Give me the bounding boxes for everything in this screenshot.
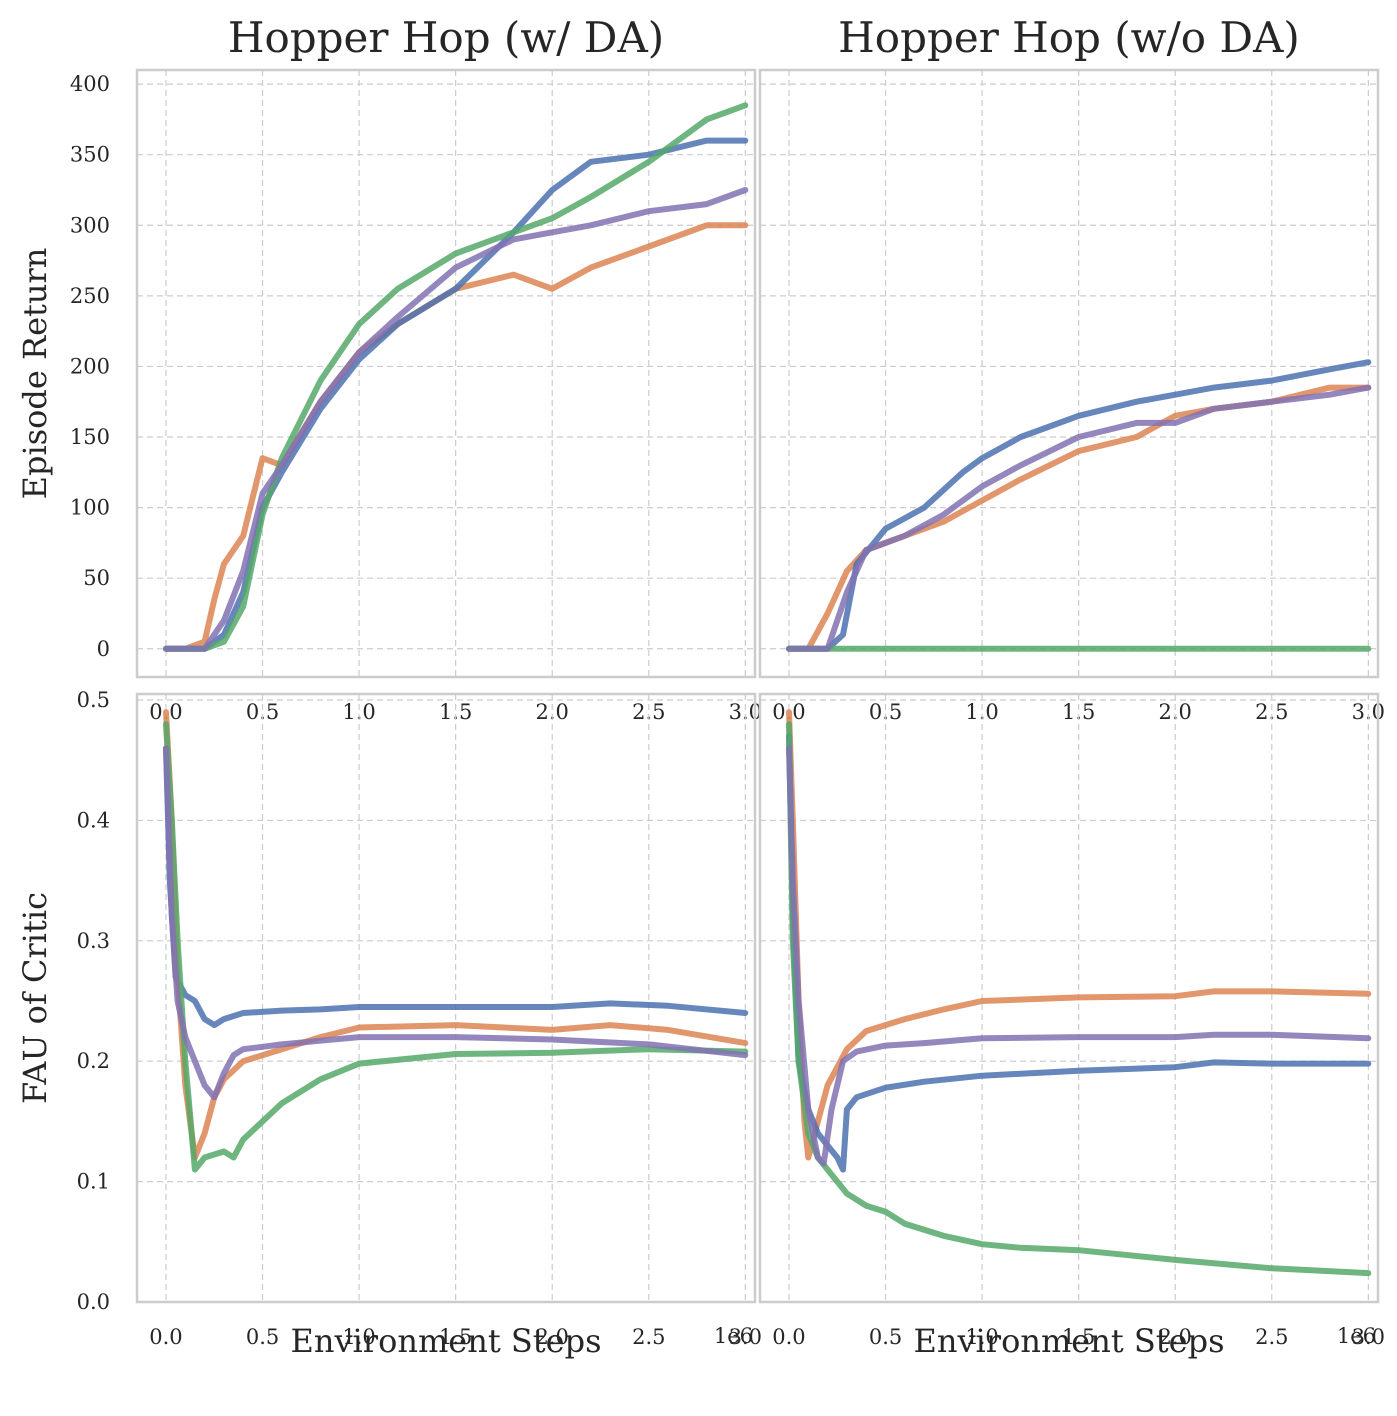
y-tick-label: 150	[70, 425, 110, 449]
x-axis-label: Environment Steps	[914, 1322, 1225, 1360]
y-tick-label: 300	[70, 213, 110, 237]
panel-fau-with-da: 0.0 0.1 0.2 0.3 0.4 0.5 0.0 0.5 1.0 1.5 2.0 2.5 3.0 F…	[16, 688, 762, 1360]
x-offset-label: 1e6	[714, 1324, 753, 1348]
x-tick-label: 1.0	[342, 700, 375, 724]
x-tick-label: 2.0	[1159, 700, 1192, 724]
panel-fau-without-da: 0.0 0.5 1.0 1.5 2.0 2.5 3.0 Environment Steps 1e…	[758, 692, 1385, 1360]
y-tick-label: 0.0	[77, 1290, 110, 1314]
series-line-blue	[163, 137, 749, 652]
y-axis-label: Episode Return	[16, 248, 54, 500]
x-tick-label: 0.5	[869, 700, 902, 724]
x-tick-label: 0.5	[246, 1325, 279, 1349]
x-tick-label: 3.0	[729, 700, 762, 724]
y-tick-label: 0.2	[77, 1049, 110, 1073]
x-tick-label: 2.0	[536, 700, 569, 724]
plot-frame	[758, 692, 1380, 1304]
plot-frame	[135, 68, 757, 679]
y-tick-label: 0.3	[77, 929, 110, 953]
x-axis-label: Environment Steps	[291, 1322, 602, 1360]
x-offset-label: 1e6	[1337, 1324, 1376, 1348]
x-tick-label: 1.5	[1062, 700, 1095, 724]
series-line-blue	[786, 359, 1372, 652]
series-line-green	[786, 721, 1372, 1277]
x-tick-label: 1.0	[342, 1325, 375, 1349]
y-tick-label: 400	[70, 72, 110, 96]
x-tick-label: 0.0	[772, 1325, 805, 1349]
series-line-purple	[163, 745, 749, 1101]
series-line-purple	[786, 745, 1372, 1167]
x-tick-label: 2.0	[1159, 1325, 1192, 1349]
x-tick-label: 2.5	[632, 700, 665, 724]
x-tick-label: 0.5	[869, 1325, 902, 1349]
y-tick-label: 0.4	[77, 808, 110, 832]
series-line-purple	[163, 187, 749, 652]
x-tick-label: 1.0	[965, 700, 998, 724]
x-tick-label: 3.0	[1352, 1325, 1385, 1349]
y-tick-label: 0.1	[77, 1170, 110, 1194]
chart-title: Hopper Hop (w/o DA)	[838, 13, 1300, 62]
y-tick-label: 250	[70, 284, 110, 308]
y-tick-label: 0	[97, 637, 110, 661]
x-tick-label: 3.0	[729, 1325, 762, 1349]
x-tick-label: 1.5	[1062, 1325, 1095, 1349]
plot-frame	[135, 692, 757, 1304]
x-tick-label: 1.5	[439, 700, 472, 724]
x-tick-label: 2.0	[536, 1325, 569, 1349]
series-line-orange	[786, 384, 1372, 652]
x-tick-label: 1.0	[965, 1325, 998, 1349]
y-tick-label: 50	[83, 566, 110, 590]
y-tick-label: 100	[70, 496, 110, 520]
y-tick-label: 200	[70, 354, 110, 378]
x-tick-label: 2.5	[1255, 700, 1288, 724]
x-tick-label: 2.5	[632, 1325, 665, 1349]
x-tick-label: 0.5	[246, 700, 279, 724]
x-tick-label: 3.0	[1352, 700, 1385, 724]
plot-frame	[758, 68, 1380, 679]
series-line-purple	[786, 384, 1372, 652]
y-tick-label: 0.5	[77, 688, 110, 712]
x-tick-label: 1.5	[439, 1325, 472, 1349]
series-line-green	[163, 102, 749, 652]
y-axis-label: FAU of Critic	[16, 892, 54, 1104]
x-tick-label: 2.5	[1255, 1325, 1288, 1349]
y-tick-label: 350	[70, 143, 110, 167]
chart-title: Hopper Hop (w/ DA)	[228, 13, 664, 62]
x-tick-label: 0.0	[149, 1325, 182, 1349]
